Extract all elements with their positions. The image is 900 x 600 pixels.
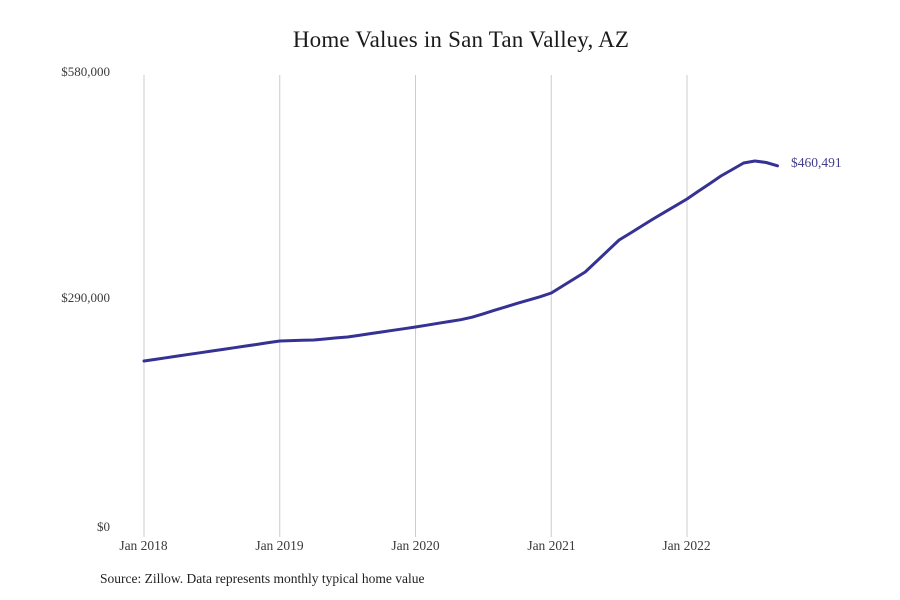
y-axis-tick-580000: $580,000 — [61, 64, 110, 79]
chart-title: Home Values in San Tan Valley, AZ — [292, 27, 630, 52]
vertical-gridlines — [143, 75, 688, 537]
x-axis-tick-jan-2018: Jan 2018 — [119, 538, 168, 553]
y-axis-tick-0: $0 — [97, 519, 110, 534]
x-axis-tick-jan-2022: Jan 2022 — [662, 538, 711, 553]
x-axis-tick-jan-2020: Jan 2020 — [391, 538, 440, 553]
x-axis-tick-jan-2021: Jan 2021 — [527, 538, 576, 553]
source-note: Source: Zillow. Data represents monthly … — [100, 571, 425, 586]
home-value-line — [142, 159, 779, 363]
y-axis-tick-290000: $290,000 — [61, 290, 110, 305]
x-axis-tick-jan-2019: Jan 2019 — [255, 538, 304, 553]
last-value-label: $460,491 — [791, 155, 842, 170]
